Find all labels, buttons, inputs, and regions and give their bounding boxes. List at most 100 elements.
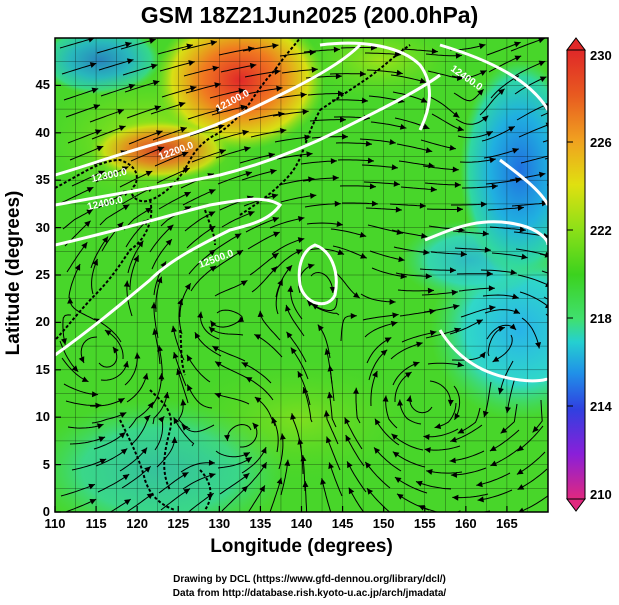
streamline	[483, 148, 519, 159]
streamline	[290, 285, 303, 320]
streamline-arrow	[112, 346, 119, 354]
streamline-arrow	[454, 413, 461, 420]
colorbar-tick-214: 214	[590, 399, 612, 414]
streamline	[249, 252, 279, 276]
streamline-arrow	[180, 399, 187, 406]
streamline	[186, 384, 213, 409]
streamline-arrow	[359, 70, 366, 77]
streamline-arrow	[118, 125, 126, 132]
streamline	[302, 387, 313, 423]
streamline	[210, 233, 242, 254]
streamline-arrow	[89, 499, 97, 505]
streamline-arrow	[382, 395, 389, 402]
streamline-arrow	[337, 249, 345, 255]
colorbar	[566, 37, 586, 512]
streamline-arrow	[271, 193, 279, 200]
streamline	[517, 468, 548, 491]
streamline-arrow	[365, 461, 372, 469]
streamline-arrow	[254, 334, 262, 340]
streamline	[61, 357, 89, 383]
streamline	[251, 266, 278, 293]
streamline	[126, 492, 154, 512]
streamline-arrow	[374, 418, 381, 426]
streamline-arrow	[491, 183, 498, 190]
streamline-arrow	[163, 392, 170, 399]
streamline-arrow	[155, 130, 163, 136]
streamline-arrow	[189, 85, 197, 92]
streamline	[153, 328, 161, 365]
streamline-arrow	[341, 133, 348, 140]
streamline	[506, 377, 516, 414]
x-tick-label: 130	[208, 516, 231, 531]
streamline-arrow	[538, 60, 546, 67]
streamline-arrow	[394, 51, 401, 58]
streamline-arrow	[492, 356, 500, 362]
y-axis-label: Latitude (degrees)	[3, 190, 24, 356]
streamline-arrow	[177, 298, 184, 306]
streamline-arrow	[420, 97, 428, 103]
streamline	[246, 87, 283, 95]
streamline-arrow	[84, 220, 91, 228]
streamline	[89, 109, 125, 123]
streamline	[150, 102, 186, 115]
streamline	[363, 181, 400, 185]
streamline	[487, 207, 524, 211]
streamline-arrow	[78, 356, 85, 363]
streamline	[516, 103, 548, 121]
streamline	[431, 113, 465, 131]
streamline-arrow	[519, 226, 526, 233]
streamline-arrow	[81, 242, 88, 249]
streamline-arrow	[545, 281, 548, 287]
streamline	[241, 362, 272, 384]
streamline-arrow	[367, 157, 374, 164]
streamline-arrow	[327, 365, 334, 372]
x-axis-label: Longitude (degrees)	[210, 536, 393, 557]
streamline-arrow	[216, 107, 223, 114]
streamline-arrow	[302, 387, 309, 394]
streamline-arrow	[304, 134, 311, 141]
streamline-arrow	[272, 42, 279, 49]
streamline	[540, 112, 548, 117]
streamline-arrow	[372, 370, 378, 378]
streamline	[394, 117, 430, 130]
streamline-arrow	[143, 415, 151, 422]
streamline-arrow	[95, 402, 102, 409]
streamline-arrow	[425, 273, 432, 280]
streamline-arrow	[117, 398, 125, 404]
streamline-arrow	[345, 435, 352, 442]
streamline	[328, 391, 337, 428]
streamline-arrow	[396, 229, 403, 235]
streamline	[188, 249, 216, 275]
streamline-arrow	[128, 83, 136, 90]
streamline	[245, 217, 280, 233]
streamline-arrow	[285, 265, 293, 272]
streamline	[290, 347, 309, 380]
tick-marks	[54, 84, 508, 513]
y-tick-label: 25	[35, 267, 50, 282]
streamline-arrow	[277, 279, 283, 287]
streamline-arrow	[74, 264, 81, 271]
colorbar-tick-210: 210	[590, 487, 612, 502]
streamline	[186, 225, 216, 249]
streamline-arrow	[539, 76, 547, 82]
streamline-arrow	[330, 158, 337, 165]
streamline-arrow	[302, 108, 309, 115]
streamline-arrow	[434, 423, 442, 430]
streamline	[459, 158, 496, 163]
streamline	[298, 438, 304, 475]
streamline	[304, 203, 341, 208]
streamline-arrow	[88, 483, 95, 490]
streamline-arrow	[259, 485, 265, 493]
streamline-arrow	[476, 319, 483, 326]
streamline-arrow	[166, 224, 174, 232]
streamline-arrow	[393, 180, 400, 187]
streamline-arrow	[514, 55, 522, 62]
streamline-arrow	[423, 249, 430, 256]
streamline	[173, 417, 195, 447]
streamline	[71, 170, 105, 187]
streamline-arrow	[99, 458, 107, 465]
streamline-arrow	[398, 256, 405, 263]
streamline-arrow	[452, 111, 460, 118]
streamline	[60, 186, 94, 204]
streamline	[157, 44, 194, 55]
